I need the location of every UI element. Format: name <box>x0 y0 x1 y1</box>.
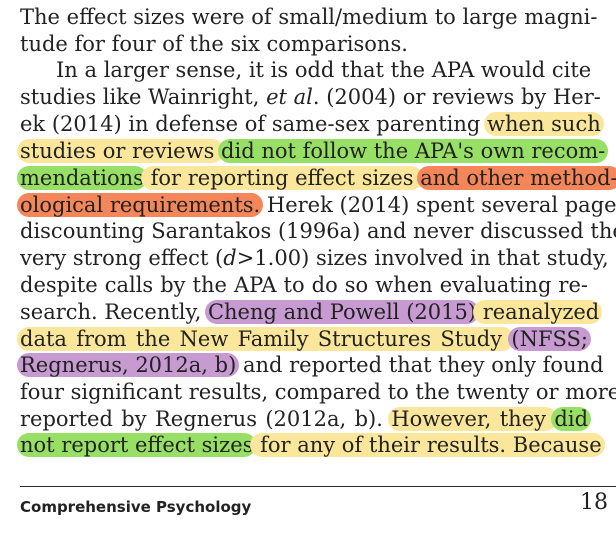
text-run: four significant results, compared to th… <box>20 380 616 404</box>
text-line: In a larger sense, it is odd that the AP… <box>20 57 592 83</box>
highlight-purple: Cheng and Powell (2015) <box>204 300 480 324</box>
text-line: mendations for reporting effect sizes an… <box>17 165 616 191</box>
italic-text: et al <box>266 85 313 109</box>
text-line: studies like Wainright, et al. (2004) or… <box>20 84 601 110</box>
text-run: despite calls by the APA to do so when e… <box>20 273 588 297</box>
text-run: The effect sizes were of small/medium to… <box>20 5 598 29</box>
text-line: very strong effect (d>1.00) sizes involv… <box>20 245 609 271</box>
highlight-purple: (NFSS; <box>508 327 591 351</box>
text-run: tude for four of the six comparisons. <box>20 32 408 56</box>
text-run: In a larger sense, it is odd that the AP… <box>56 58 592 82</box>
highlight-purple: Regnerus, 2012a, b) <box>17 353 240 377</box>
highlight-yellow: reanalyzed <box>473 300 603 324</box>
highlight-green: did <box>551 407 592 431</box>
highlight-green: did not follow the APA's own recom- <box>218 139 609 163</box>
text-line: ek (2014) in defense of same-sex parenti… <box>20 111 604 137</box>
highlight-yellow: studies or reviews <box>17 139 225 163</box>
highlight-yellow: for reporting effect sizes <box>140 166 424 190</box>
text-line: four significant results, compared to th… <box>20 379 616 405</box>
text-run: very strong effect ( <box>20 246 224 270</box>
text-run: search. Recently, <box>20 300 208 324</box>
text-run: Herek (2014) spent several pages <box>260 193 616 217</box>
journal-name: Comprehensive Psychology <box>20 498 252 516</box>
text-run: ek (2014) in defense of same-sex parenti… <box>20 112 488 136</box>
text-line: Regnerus, 2012a, b) and reported that th… <box>17 352 604 378</box>
page-number: 18 <box>580 490 608 515</box>
text-line: despite calls by the APA to do so when e… <box>20 272 588 298</box>
footer-rule <box>20 486 616 487</box>
text-run: . (2004) or reviews by Her- <box>312 85 601 109</box>
text-line: data from the New Family Structures Stud… <box>17 326 591 352</box>
highlight-orange: and other method- <box>417 166 616 190</box>
text-run: reported by Regnerus (2012a, b). <box>20 407 392 431</box>
highlight-green: mendations <box>17 166 147 190</box>
highlight-yellow: data from the New Family Structures Stud… <box>17 327 515 351</box>
text-line: search. Recently, Cheng and Powell (2015… <box>20 299 603 325</box>
text-run: discounting Sarantakos (1996a) and never… <box>20 219 616 243</box>
highlight-green: not report effect sizes <box>17 433 257 457</box>
text-line: studies or reviews did not follow the AP… <box>17 138 609 164</box>
highlight-yellow: for any of their results. Because <box>250 433 605 457</box>
text-line: discounting Sarantakos (1996a) and never… <box>20 218 616 244</box>
text-run: >1.00) sizes involved in that study, <box>236 246 609 270</box>
text-run: studies like Wainright, <box>20 85 267 109</box>
highlight-yellow: However, they <box>388 407 558 431</box>
text-line: not report effect sizes for any of their… <box>17 432 605 458</box>
text-line: reported by Regnerus (2012a, b). However… <box>20 406 592 432</box>
highlight-yellow: when such <box>484 112 604 136</box>
text-line: ological requirements. Herek (2014) spen… <box>17 192 616 218</box>
text-line: tude for four of the six comparisons. <box>20 31 588 57</box>
text-run: and reported that they only found <box>236 353 604 377</box>
text-line: The effect sizes were of small/medium to… <box>20 4 597 30</box>
highlight-orange: ological requirements. <box>17 193 264 217</box>
italic-text: d <box>223 246 237 270</box>
